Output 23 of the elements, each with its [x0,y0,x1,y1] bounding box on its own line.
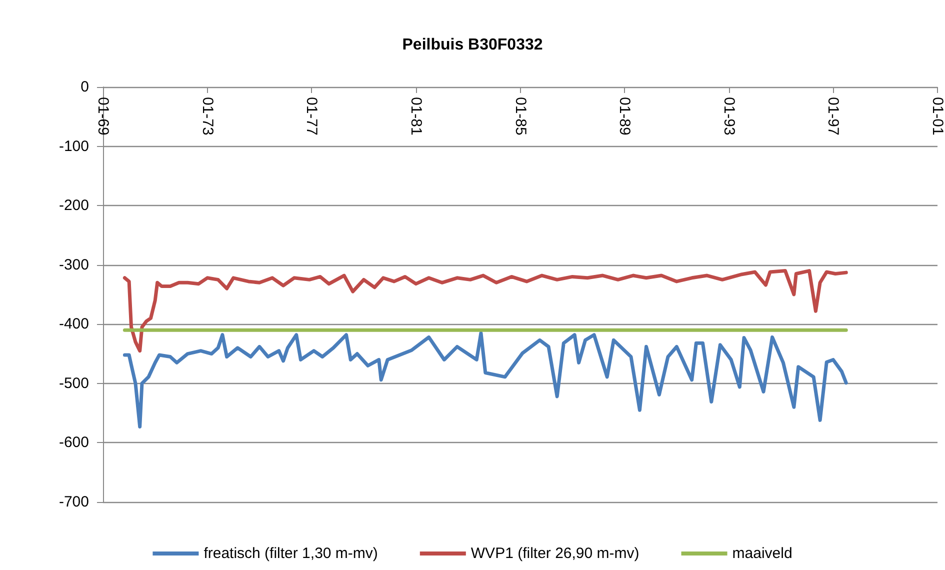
x-tick-label: 01-81 [407,97,424,136]
chart-title: Peilbuis B30F0332 [402,36,543,54]
y-tick-label: -500 [58,374,89,392]
legend-label: freatisch (filter 1,30 m-mv) [204,545,378,562]
legend-label: WVP1 (filter 26,90 m-mv) [470,545,640,562]
line-series [122,331,848,428]
y-tick-label: -100 [58,138,89,155]
x-tick-label: 01-93 [720,97,738,136]
y-tick-label: -200 [58,197,89,214]
y-tick-label: -300 [58,256,89,274]
y-tick-label: -400 [58,316,89,333]
x-tick-label: 01-97 [824,97,842,136]
line-series [122,269,848,353]
y-tick-label: 0 [80,78,89,96]
x-tick-label: 01-01 [929,97,945,136]
x-tick-label: 01-73 [198,97,216,136]
legend-label: maaiveld [732,545,792,562]
x-tick-label: 01-89 [616,97,634,136]
y-tick-label: -600 [58,434,89,452]
y-tick-label: -700 [58,494,89,510]
x-tick-label: 01-85 [512,97,529,136]
x-tick-label: 01-69 [94,97,112,136]
x-tick-label: 01-77 [303,97,320,136]
